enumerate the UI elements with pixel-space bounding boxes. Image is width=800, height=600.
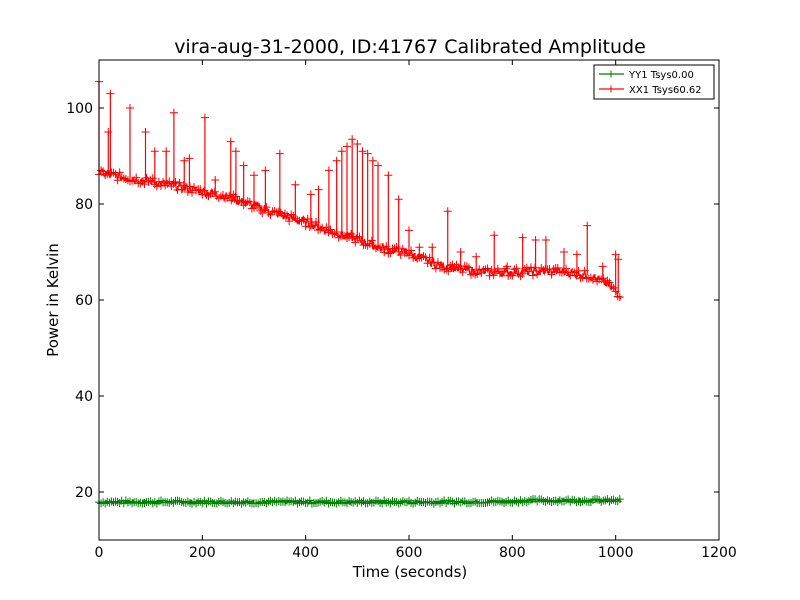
y-tick-label: 40	[75, 389, 93, 405]
y-axis-label: Power in Kelvin	[44, 243, 62, 357]
x-tick-label: 600	[396, 545, 423, 561]
spike-marker	[275, 149, 284, 158]
y-tick-label: 100	[66, 101, 93, 117]
spike-marker	[324, 166, 333, 175]
spike-marker	[126, 104, 134, 112]
y-tick-label: 80	[75, 197, 93, 213]
spike-marker	[306, 190, 315, 199]
x-tick-label: 1200	[701, 545, 737, 561]
spike-marker	[348, 135, 357, 144]
legend: YY1 Tsys0.00 XX1 Tsys60.62	[593, 64, 715, 100]
spike-marker	[343, 142, 351, 151]
spike-marker	[141, 128, 150, 136]
legend-label: YY1 Tsys0.00	[628, 70, 694, 81]
x-tick-label: 1000	[598, 545, 634, 561]
spike-marker	[405, 226, 413, 235]
spike-marker	[472, 252, 481, 261]
spike-marker	[428, 243, 437, 252]
legend-box	[593, 64, 715, 100]
y-tick-label: 60	[75, 293, 93, 309]
spike-marker	[169, 108, 178, 117]
spike-marker	[572, 250, 581, 259]
spike-marker	[456, 248, 465, 256]
spike-marker	[250, 171, 258, 180]
spike-marker	[180, 156, 189, 165]
spike-marker	[162, 147, 171, 156]
spike-marker	[368, 156, 377, 165]
spike-marker	[226, 137, 235, 146]
spike-marker	[353, 140, 362, 148]
x-tick-label: 400	[292, 545, 319, 561]
y-tick-label: 20	[75, 485, 93, 501]
legend-marker	[607, 85, 615, 93]
spike-marker	[291, 180, 300, 189]
spike-marker	[490, 231, 499, 240]
spike-marker	[541, 236, 550, 244]
legend-marker	[607, 70, 615, 78]
spike-marker	[611, 250, 620, 259]
spike-marker	[231, 147, 240, 156]
spike-marker	[185, 154, 194, 163]
spike-marker	[104, 128, 113, 136]
legend-label: XX1 Tsys60.62	[629, 85, 702, 96]
chart-title: vira-aug-31-2000, ID:41767 Calibrated Am…	[174, 36, 646, 58]
spike-marker	[583, 221, 592, 230]
spike-marker	[106, 89, 115, 98]
spike-marker	[384, 171, 393, 180]
spike-marker	[211, 176, 220, 184]
spike-marker	[200, 113, 209, 122]
spike-marker	[358, 147, 367, 156]
x-tick-label: 200	[189, 545, 216, 561]
spike-marker	[415, 243, 424, 252]
spike-marker	[443, 207, 452, 216]
spike-marker	[614, 255, 623, 264]
spike-marker	[314, 185, 323, 194]
x-tick-label: 0	[95, 545, 104, 561]
spike-marker	[394, 195, 403, 204]
spike-marker	[503, 262, 512, 271]
spike-marker	[518, 233, 527, 242]
spike-marker	[363, 149, 372, 158]
x-tick-label: 800	[499, 545, 526, 561]
spike-marker	[374, 161, 382, 170]
spike-marker	[150, 147, 159, 156]
spike-marker	[560, 248, 568, 256]
spike-marker	[332, 156, 341, 165]
spike-marker	[261, 166, 270, 175]
spike-marker	[531, 236, 540, 244]
spike-marker	[337, 147, 346, 156]
x-axis-label: Time (seconds)	[352, 563, 468, 581]
spike-marker	[598, 262, 607, 271]
spike-marker	[239, 161, 248, 170]
